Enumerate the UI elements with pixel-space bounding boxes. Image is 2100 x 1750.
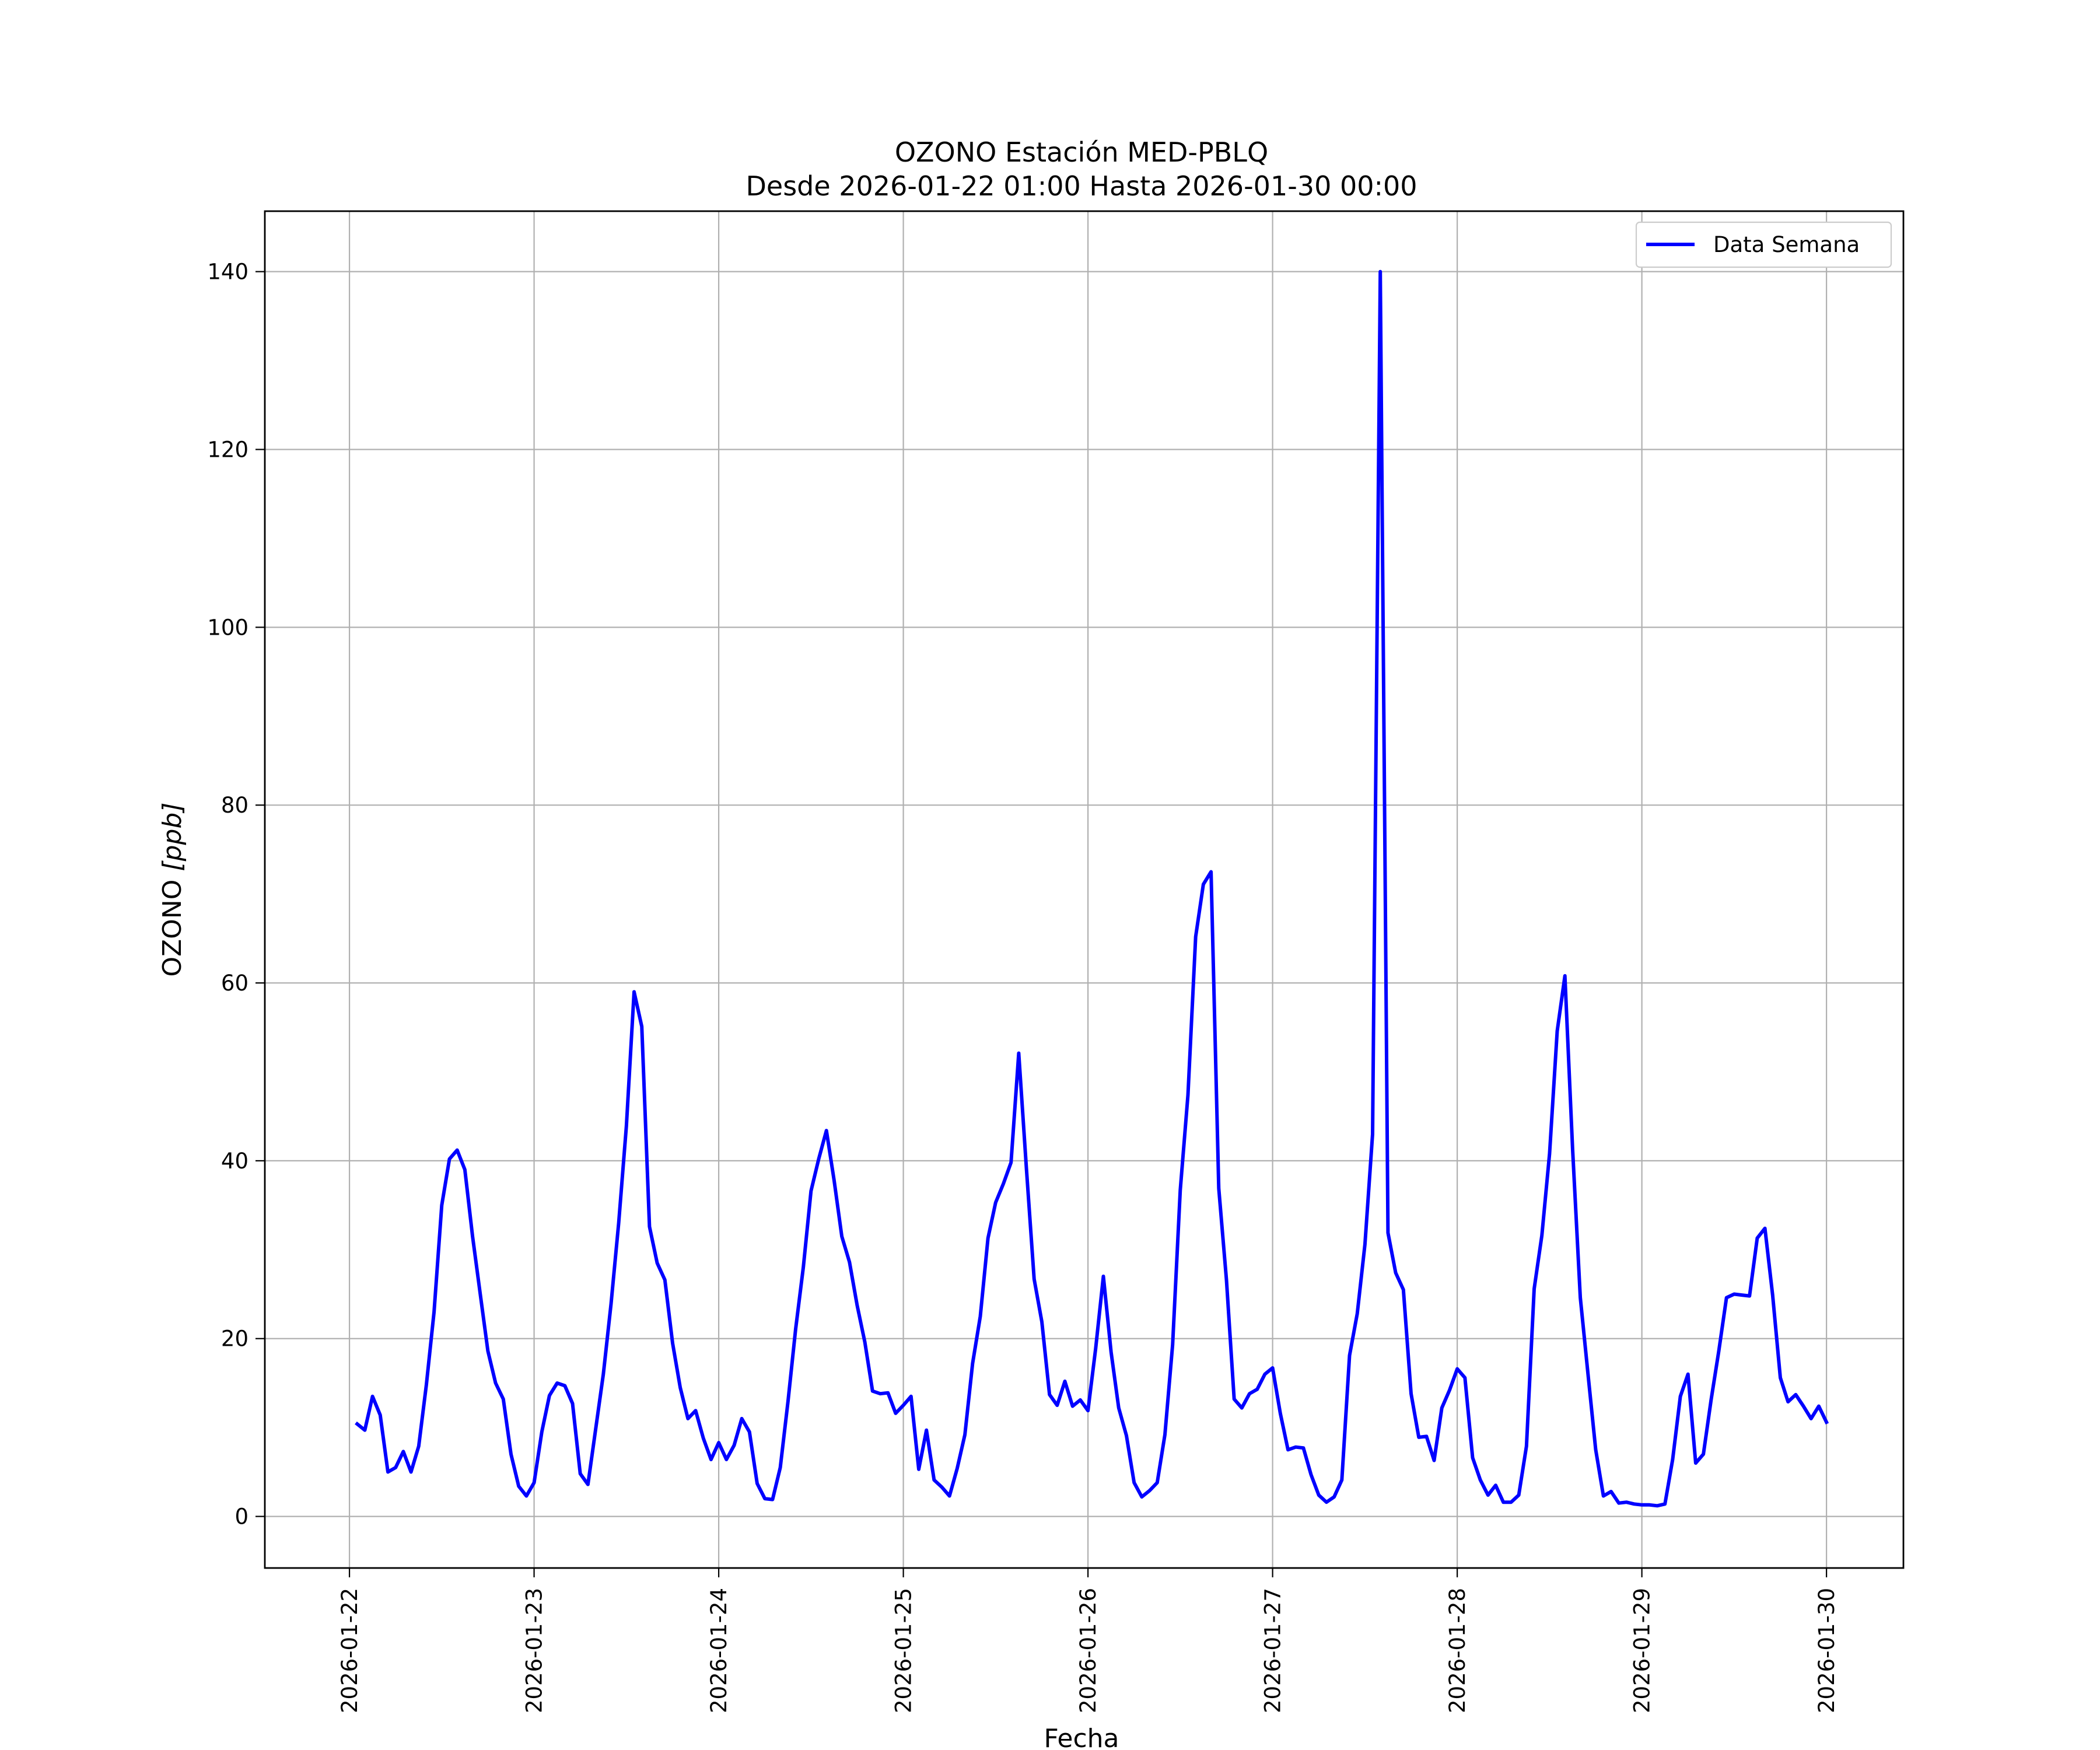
- y-tick-label-2: 40: [221, 1149, 249, 1174]
- y-tick-label-1: 20: [221, 1326, 249, 1352]
- legend: Data Semana: [1635, 221, 1892, 268]
- x-tick-label-8: 2026-01-30: [1814, 1588, 1839, 1713]
- x-tick-label-3: 2026-01-25: [891, 1588, 916, 1713]
- legend-box: [1635, 221, 1892, 268]
- y-tick-label-7: 140: [207, 260, 249, 285]
- series-line-0: [355, 270, 1829, 1508]
- x-tick-label-7: 2026-01-29: [1630, 1588, 1655, 1713]
- y-tick-label-3: 60: [221, 971, 249, 996]
- x-tick-label-2: 2026-01-24: [706, 1588, 732, 1713]
- y-axis-label: OZONO [ppb]: [158, 802, 187, 977]
- x-tick-label-6: 2026-01-28: [1445, 1588, 1470, 1713]
- grid: [265, 211, 1903, 1568]
- y-tick-label-6: 120: [207, 437, 249, 462]
- chart-subtitle: Desde 2026-01-22 01:00 Hasta 2026-01-30 …: [746, 170, 1417, 202]
- x-tick-label-4: 2026-01-26: [1076, 1588, 1101, 1713]
- series-layer: [355, 270, 1829, 1508]
- x-tick-label-5: 2026-01-27: [1261, 1588, 1286, 1713]
- axis-ticks: 2026-01-22 2026-01-23 2026-01-24 2026-01-25…: [207, 260, 1839, 1713]
- legend-label: Data Semana: [1713, 232, 1860, 257]
- chart-title: OZONO Estación MED-PBLQ: [895, 136, 1268, 168]
- x-axis-label: Fecha: [1044, 1724, 1119, 1750]
- x-tick-label-0: 2026-01-22: [337, 1588, 362, 1713]
- y-axis-label-main: OZONO: [158, 872, 187, 977]
- y-axis-label-unit: [ppb]: [158, 802, 187, 871]
- y-tick-label-4: 80: [221, 793, 249, 818]
- plot-area-frame: [264, 210, 1905, 1569]
- y-tick-label-5: 100: [207, 615, 249, 640]
- y-tick-label-0: 0: [235, 1504, 249, 1530]
- x-tick-label-1: 2026-01-23: [522, 1588, 547, 1713]
